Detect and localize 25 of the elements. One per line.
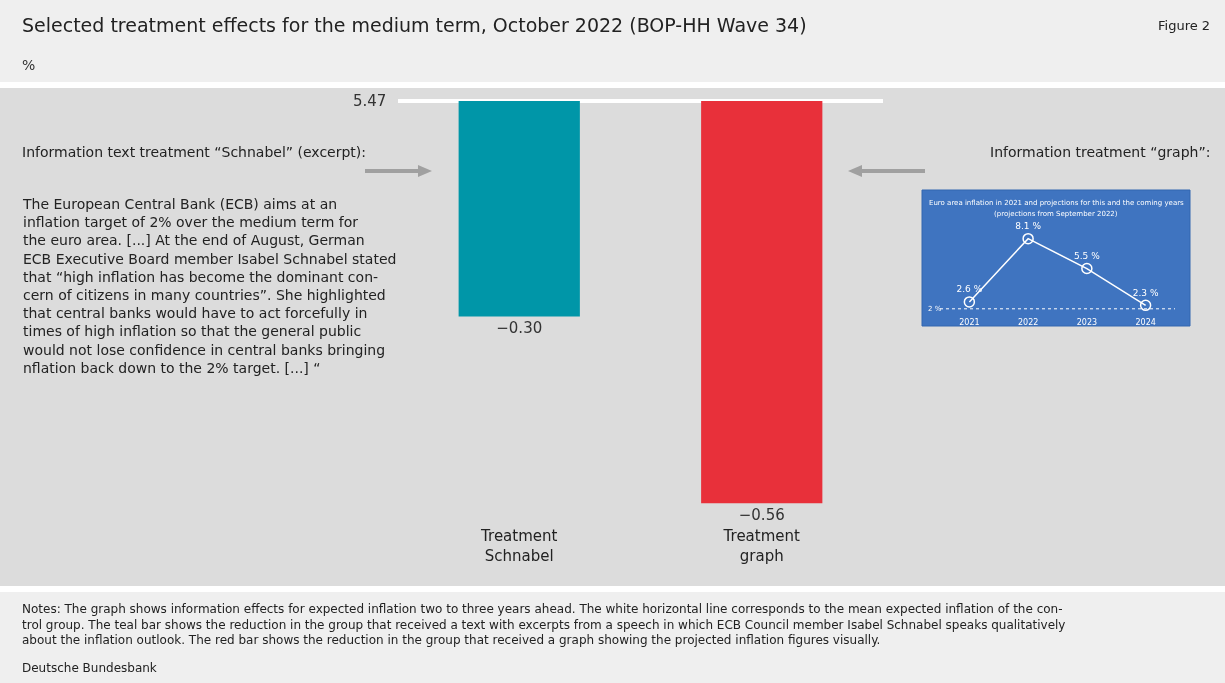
caption: Figure 2 [1158,18,1211,33]
x-tick-label: Treatment Schnabel [480,527,558,565]
x-tick-label: 2021 [959,318,980,327]
text: Information treatment “graph”: [990,144,1211,160]
x-tick-label: 2023 [1076,318,1098,327]
text: The European Central Bank (ECB) aims at an inflation target of 2% over the medium term for the euro area. [...] At the end of August, German ECB Executive Board member Isabel Schnabel stated that “high inflation has become the dominant con- cern of citizens in many countries”. She highlighted that central banks would have to act forcefully in times of high inflation so that the general public would not lose confidence in central banks bringing nflation back down to the 2% target. [...] “ [23,196,397,376]
text: Notes: The graph shows information effects for expected inflation two to three years ahead. The white horizontal line corresponds to the mean expected inflation of the con- trol group. The teal bar shows the reduction in the group that received a text with excerpts from a speech in which ECB Council member Isabel Schnabel speaks qualitatively about the inflation outlook. The red bar shows the reduction in the group that received a graph showing the projected inflation figures visually. [22,602,1066,648]
data-label: 2.6 % [956,284,983,295]
y-axis-title: % [22,57,36,73]
data-label: −0.56 [738,506,785,525]
point [963,296,976,308]
data-label: 8.1 % [1015,221,1042,232]
data-label: 2.3 % [1132,287,1159,298]
text: 5.47 [353,92,387,110]
text: Information text treatment “Schnabel” (excerpt): [22,144,366,160]
x-tick-label: 2022 [1017,318,1039,327]
point [1139,299,1152,312]
data-label: −0.30 [496,319,543,338]
data-label: 5.5 % [1074,251,1101,262]
x-tick-label: Treatment graph [722,527,801,565]
point [1081,262,1093,275]
point [1022,232,1034,245]
chart-title: Selected treatment effects for the medium term, October 2022 (BOP-HH Wave 34) [22,14,807,36]
x-tick-label: 2024 [1135,318,1156,327]
text: Deutsche Bundesbank [22,661,157,675]
